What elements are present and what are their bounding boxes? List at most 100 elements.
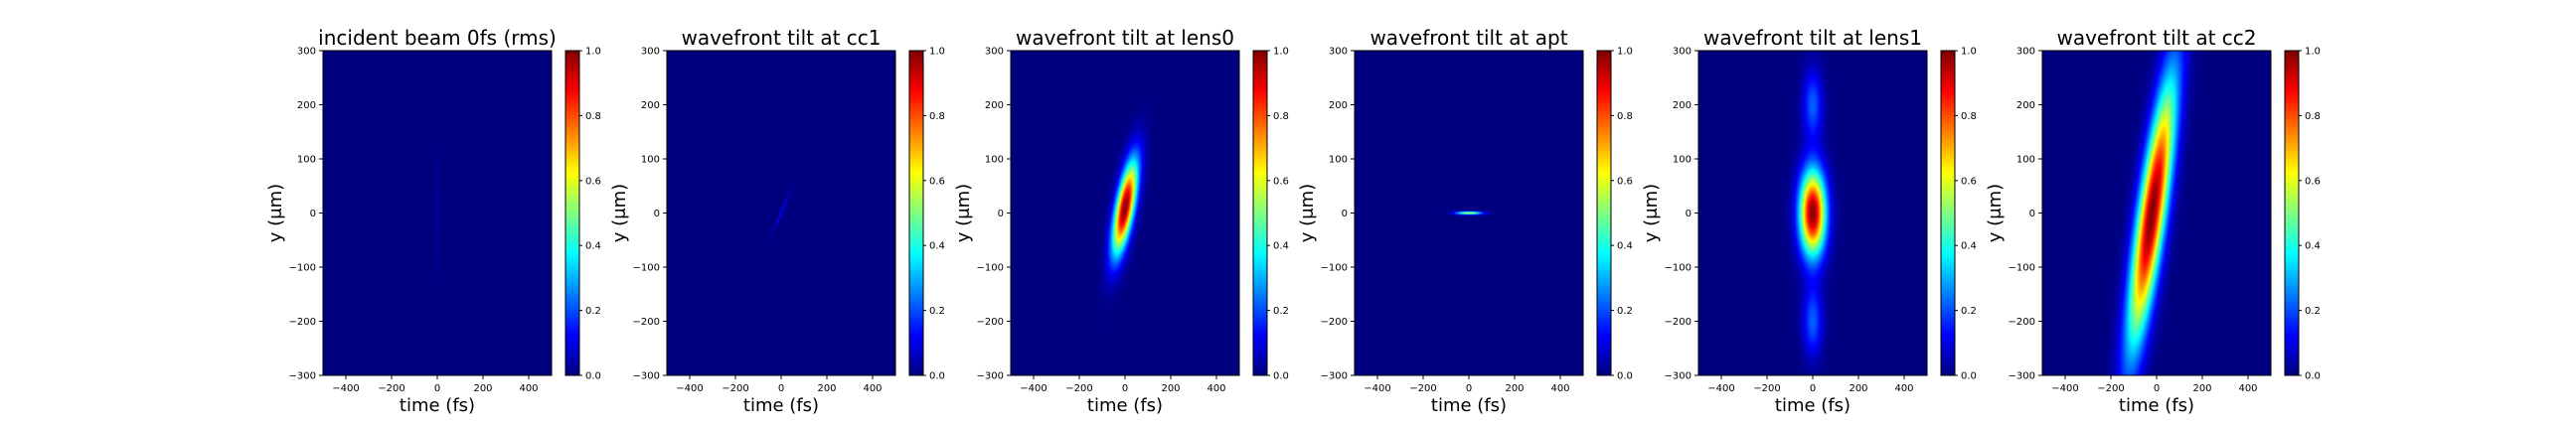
heatmap-image (1698, 51, 1927, 375)
y-tick-label: −300 (977, 371, 1004, 382)
y-tick-label: 0 (654, 209, 660, 219)
colorbar-tick-label: 0.6 (929, 176, 945, 187)
x-axis-label: time (fs) (2119, 395, 2194, 416)
x-tick-label: 0 (2154, 383, 2160, 394)
y-tick-label: −300 (633, 371, 660, 382)
x-tick-label: 200 (1161, 383, 1180, 394)
y-axis-label: y (μm) (265, 184, 286, 242)
x-tick-label: 0 (778, 383, 784, 394)
colorbar (1596, 50, 1612, 376)
colorbar (564, 50, 580, 376)
chart-title: wavefront tilt at cc1 (681, 26, 881, 50)
y-tick-label: 100 (1329, 155, 1348, 166)
x-tick-label: −400 (1020, 383, 1046, 394)
colorbar (908, 50, 924, 376)
y-tick-label: 200 (1673, 100, 1691, 111)
colorbar-tick-label: 0.0 (929, 371, 945, 382)
colorbar-tick-label: 1.0 (929, 47, 945, 58)
y-tick-label: −300 (1665, 371, 1691, 382)
y-tick-label: −200 (289, 317, 316, 328)
y-tick-label: 300 (641, 47, 660, 58)
colorbar (1940, 50, 1956, 376)
y-axis-label: y (μm) (1985, 184, 2006, 242)
chart-title: wavefront tilt at cc2 (2056, 26, 2256, 50)
x-axis-label: time (fs) (1087, 395, 1163, 416)
colorbar-tick-label: 1.0 (585, 47, 601, 58)
y-axis-label: y (μm) (1297, 184, 1318, 242)
y-tick-label: 100 (297, 155, 316, 166)
colorbar-tick-label: 0.4 (1617, 241, 1633, 252)
heatmap-image (667, 51, 895, 375)
colorbar-tick-label: 0.8 (2305, 111, 2321, 122)
colorbar-tick-label: 0.6 (2305, 176, 2321, 187)
y-tick-label: −200 (977, 317, 1004, 328)
colorbar-tick-label: 0.8 (929, 111, 945, 122)
x-axis-label: time (fs) (1431, 395, 1507, 416)
y-axis-label: y (μm) (953, 184, 974, 242)
colorbar-tick-label: 0.0 (2305, 371, 2321, 382)
y-tick-label: 0 (2029, 209, 2035, 219)
panel-1: incident beam 0fs (rms) −400 −200 0 200 400 −3… (265, 26, 601, 416)
chart-title: wavefront tilt at lens0 (1016, 26, 1234, 50)
x-tick-label: 200 (473, 383, 492, 394)
x-tick-label: −400 (1707, 383, 1734, 394)
y-tick-label: 100 (2016, 155, 2035, 166)
colorbar-tick-label: 0.8 (585, 111, 601, 122)
y-tick-label: 300 (2016, 47, 2035, 58)
y-tick-label: −300 (1321, 371, 1348, 382)
colorbar-tick-label: 0.0 (585, 371, 601, 382)
colorbar-tick-label: 1.0 (1273, 47, 1289, 58)
x-tick-label: 400 (863, 383, 882, 394)
x-tick-label: 0 (1466, 383, 1472, 394)
x-tick-label: 400 (1894, 383, 1913, 394)
colorbar-tick-label: 0.4 (585, 241, 601, 252)
y-tick-label: 300 (1673, 47, 1691, 58)
y-tick-label: 200 (985, 100, 1004, 111)
x-tick-label: 200 (817, 383, 836, 394)
x-tick-label: 400 (1550, 383, 1569, 394)
y-tick-label: 0 (1342, 209, 1348, 219)
x-axis-label: time (fs) (1775, 395, 1851, 416)
colorbar-tick-label: 0.4 (1961, 241, 1977, 252)
colorbar-tick-label: 0.2 (1617, 306, 1633, 317)
y-tick-label: 100 (985, 155, 1004, 166)
y-axis-label: y (μm) (1641, 184, 1662, 242)
y-tick-label: 100 (641, 155, 660, 166)
colorbar-tick-label: 0.2 (585, 306, 601, 317)
y-tick-label: −100 (1321, 263, 1348, 274)
y-tick-label: −200 (633, 317, 660, 328)
y-tick-label: 200 (297, 100, 316, 111)
panel-6: wavefront tilt at cc2 −400 −200 0 200 400 −300… (1985, 26, 2321, 416)
x-tick-label: −200 (2097, 383, 2124, 394)
x-tick-label: −400 (1364, 383, 1390, 394)
colorbar-tick-label: 0.6 (1961, 176, 1977, 187)
y-tick-label: −100 (289, 263, 316, 274)
y-tick-label: 0 (1686, 209, 1691, 219)
colorbar (2284, 50, 2300, 376)
y-tick-label: −100 (1665, 263, 1691, 274)
colorbar-tick-label: 0.0 (1273, 371, 1289, 382)
y-tick-label: 300 (985, 47, 1004, 58)
y-tick-label: 300 (1329, 47, 1348, 58)
x-tick-label: 200 (1505, 383, 1524, 394)
y-tick-label: 200 (2016, 100, 2035, 111)
x-axis-label: time (fs) (400, 395, 475, 416)
colorbar-tick-label: 0.0 (1617, 371, 1633, 382)
x-tick-label: 200 (1849, 383, 1867, 394)
y-tick-label: 0 (998, 209, 1004, 219)
heatmap-image (1355, 51, 1583, 375)
colorbar-tick-label: 1.0 (2305, 47, 2321, 58)
y-tick-label: −100 (633, 263, 660, 274)
y-tick-label: 100 (1673, 155, 1691, 166)
panel-2: wavefront tilt at cc1 −400 −200 0 200 400 −300… (609, 26, 945, 416)
x-tick-label: −200 (1065, 383, 1092, 394)
x-tick-label: −400 (2051, 383, 2078, 394)
x-tick-label: 0 (434, 383, 440, 394)
colorbar-tick-label: 0.8 (1273, 111, 1289, 122)
panel-5: wavefront tilt at lens1 −400 −200 0 200 400 −3… (1641, 26, 1977, 416)
x-tick-label: −400 (676, 383, 703, 394)
colorbar-tick-label: 0.4 (929, 241, 945, 252)
x-tick-label: −200 (1753, 383, 1780, 394)
x-tick-label: −200 (722, 383, 748, 394)
